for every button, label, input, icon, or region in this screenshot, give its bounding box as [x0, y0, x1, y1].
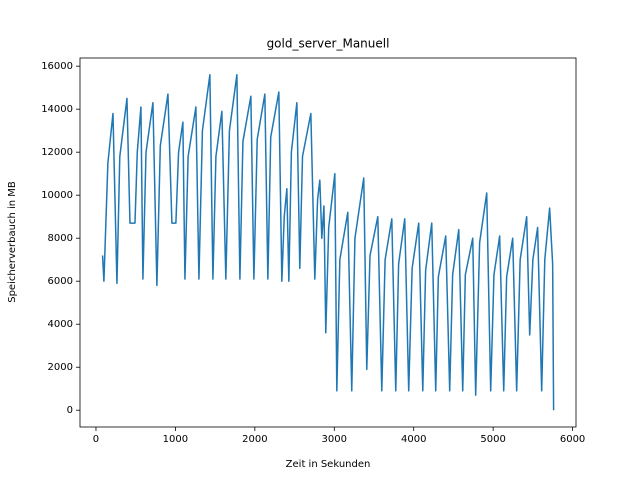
x-tick-label: 1000	[163, 434, 188, 445]
y-tick-label: 4000	[48, 319, 73, 330]
y-tick-label: 0	[67, 405, 73, 416]
y-tick-label: 6000	[48, 276, 73, 287]
plot-frame	[79, 57, 577, 428]
y-tick-label: 16000	[41, 61, 73, 72]
chart-title: gold_server_Manuell	[267, 37, 390, 51]
y-tick-label: 12000	[41, 147, 73, 158]
x-tick-label: 0	[93, 434, 99, 445]
x-tick-label: 5000	[480, 434, 505, 445]
y-tick-label: 2000	[48, 362, 73, 373]
x-tick-label: 2000	[242, 434, 267, 445]
x-axis-label: Zeit in Sekunden	[286, 459, 371, 470]
data-line	[101, 74, 555, 411]
y-tick-label: 10000	[41, 190, 73, 201]
x-tick-label: 3000	[322, 434, 347, 445]
x-tick-label: 6000	[560, 434, 585, 445]
x-tick-label: 4000	[401, 434, 426, 445]
y-tick-label: 8000	[48, 233, 73, 244]
y-axis-label: Speicherverbauch in MB	[7, 181, 18, 303]
y-tick-label: 14000	[41, 104, 73, 115]
